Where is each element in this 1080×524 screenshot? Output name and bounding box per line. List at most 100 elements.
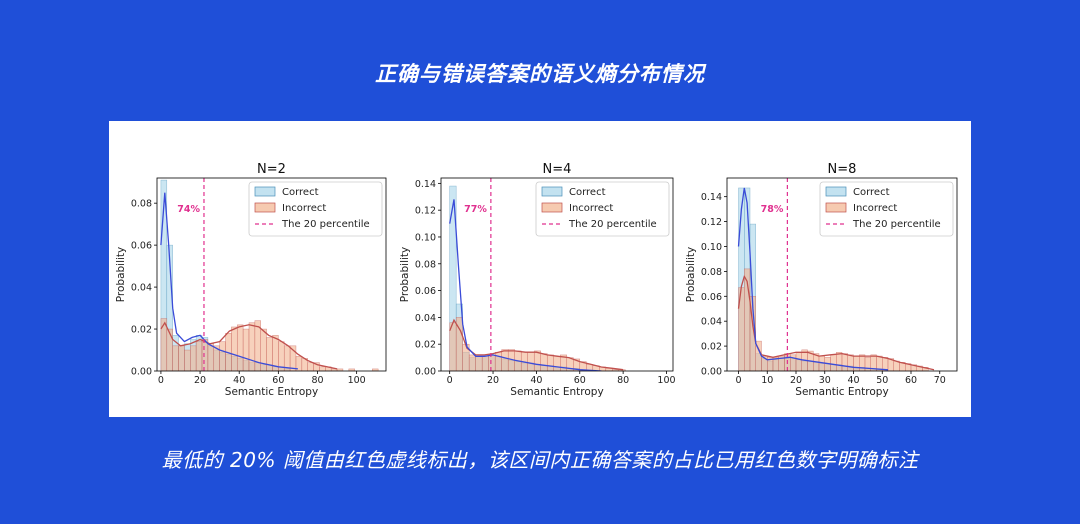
y-axis-label: Probability [399, 247, 411, 303]
legend: Correct Incorrect The 20 percentile [535, 181, 670, 237]
incorrect-bar [501, 349, 509, 371]
incorrect-bar [190, 345, 197, 371]
y-tick-label: 0.02 [131, 325, 152, 336]
y-tick-label: 0.00 [701, 367, 722, 378]
x-tick-label: 0 [735, 375, 741, 386]
percentile-label: 78% [761, 204, 784, 215]
incorrect-bar [178, 345, 185, 371]
incorrect-bar [172, 345, 179, 371]
incorrect-bar [336, 368, 344, 371]
page-title: 正确与错误答案的语义熵分布情况 [375, 62, 705, 86]
incorrect-bar [475, 356, 483, 371]
percentile-label: 77% [464, 204, 487, 215]
chart-title: N=2 [257, 162, 286, 177]
chart-1: 74% 0 20 40 60 80 100 0.00 0.02 0.04 0.06 0.08 N=2 Se… [115, 162, 387, 398]
x-tick-label: 100 [657, 375, 675, 386]
legend-incorrect-label: Incorrect [569, 203, 613, 214]
legend-box [819, 181, 954, 237]
page-caption: 最低的 20% 阈值由红色虚线标出，该区间内正确答案的占比已用红色数字明确标注 [161, 448, 919, 472]
x-tick-label: 60 [905, 375, 917, 386]
legend-box [535, 181, 670, 237]
plot-area [160, 178, 379, 371]
incorrect-bar [481, 356, 489, 371]
x-tick-label: 50 [876, 375, 888, 386]
charts-svg: 74%0 20 40 60 80 1000.000.020.040.060.08N=2Se… [115, 162, 958, 398]
axes-frame [726, 177, 958, 372]
incorrect-bar [488, 354, 496, 371]
legend-box [248, 181, 383, 237]
y-tick-label: 0.04 [415, 313, 436, 324]
incorrect-bar [533, 350, 541, 371]
incorrect-bar [553, 356, 561, 371]
incorrect-bar [166, 328, 173, 371]
incorrect-bar [847, 354, 854, 371]
y-tick-label: 0.08 [701, 267, 722, 278]
x-tick-label: 80 [617, 375, 629, 386]
incorrect-bar [830, 354, 837, 371]
x-tick-label: 0 [447, 375, 453, 386]
y-tick-label: 0.08 [131, 199, 152, 210]
incorrect-bar [248, 322, 256, 371]
legend-incorrect-label: Incorrect [282, 203, 326, 214]
incorrect-bar [184, 349, 191, 371]
y-tick-label: 0.00 [131, 367, 152, 378]
incorrect-bar [307, 362, 314, 371]
x-tick-label: 30 [819, 375, 831, 386]
incorrect-bar [540, 353, 548, 371]
y-tick-label: 0.10 [415, 232, 436, 243]
x-tick-label: 40 [530, 375, 542, 386]
incorrect-bar [195, 341, 203, 371]
x-tick-label: 80 [311, 375, 323, 386]
chart-title: N=8 [828, 162, 857, 177]
x-tick-label: 100 [348, 375, 366, 386]
legend-correct-swatch [825, 186, 847, 197]
legend-percentile-label: The 20 percentile [281, 219, 370, 230]
x-tick-label: 60 [272, 375, 284, 386]
incorrect-bar [853, 355, 860, 371]
incorrect-bar [231, 326, 238, 371]
incorrect-bar [527, 351, 535, 371]
x-tick-label: 60 [574, 375, 586, 386]
y-axis-label: Probability [685, 247, 697, 303]
correct-kde-line [449, 199, 602, 371]
y-tick-label: 0.08 [415, 259, 436, 270]
chart-title: N=4 [543, 162, 572, 177]
y-tick-label: 0.06 [131, 241, 152, 252]
x-tick-label: 10 [761, 375, 773, 386]
incorrect-bar [319, 366, 326, 371]
y-tick-label: 0.14 [701, 192, 722, 203]
y-tick-label: 0.02 [415, 340, 436, 351]
y-tick-label: 0.06 [701, 292, 722, 303]
y-tick-label: 0.12 [415, 206, 436, 217]
legend-correct-label: Correct [853, 187, 890, 198]
legend-correct-swatch [541, 186, 563, 197]
incorrect-bar [841, 353, 848, 371]
incorrect-kde-line [449, 318, 624, 371]
x-axis-label: Semantic Entropy [225, 386, 318, 398]
y-tick-label: 0.12 [701, 217, 722, 228]
incorrect-bar [207, 343, 215, 371]
incorrect-bar [836, 352, 843, 371]
legend-incorrect-swatch [541, 202, 563, 213]
legend-percentile-label: The 20 percentile [852, 219, 941, 230]
x-tick-label: 20 [790, 375, 802, 386]
y-tick-label: 0.02 [701, 342, 722, 353]
legend-incorrect-label: Incorrect [853, 203, 897, 214]
axes-frame [440, 177, 674, 372]
legend-correct-swatch [254, 186, 276, 197]
x-axis-label: Semantic Entropy [510, 386, 603, 398]
chart-3: 78% 0 10 20 30 40 50 60 70 0.00 0.02 0.04 0.06 0.08 0.… [685, 162, 958, 398]
incorrect-kde-line [737, 274, 935, 371]
incorrect-bar [795, 352, 802, 371]
legend: Correct Incorrect The 20 percentile [248, 181, 383, 237]
x-tick-label: 40 [233, 375, 245, 386]
incorrect-bar [468, 354, 476, 371]
y-tick-label: 0.04 [701, 317, 722, 328]
y-tick-label: 0.06 [415, 286, 436, 297]
legend-incorrect-swatch [825, 202, 847, 213]
incorrect-bar [546, 354, 554, 371]
chart-panel: 74% 0 20 40 60 80 100 0.00 0.02 0.04 0.06 0.08 N=2 Se… [109, 121, 971, 417]
x-tick-label: 20 [194, 375, 206, 386]
correct-kde-line [737, 187, 889, 371]
y-axis-label: Probability [115, 247, 127, 303]
